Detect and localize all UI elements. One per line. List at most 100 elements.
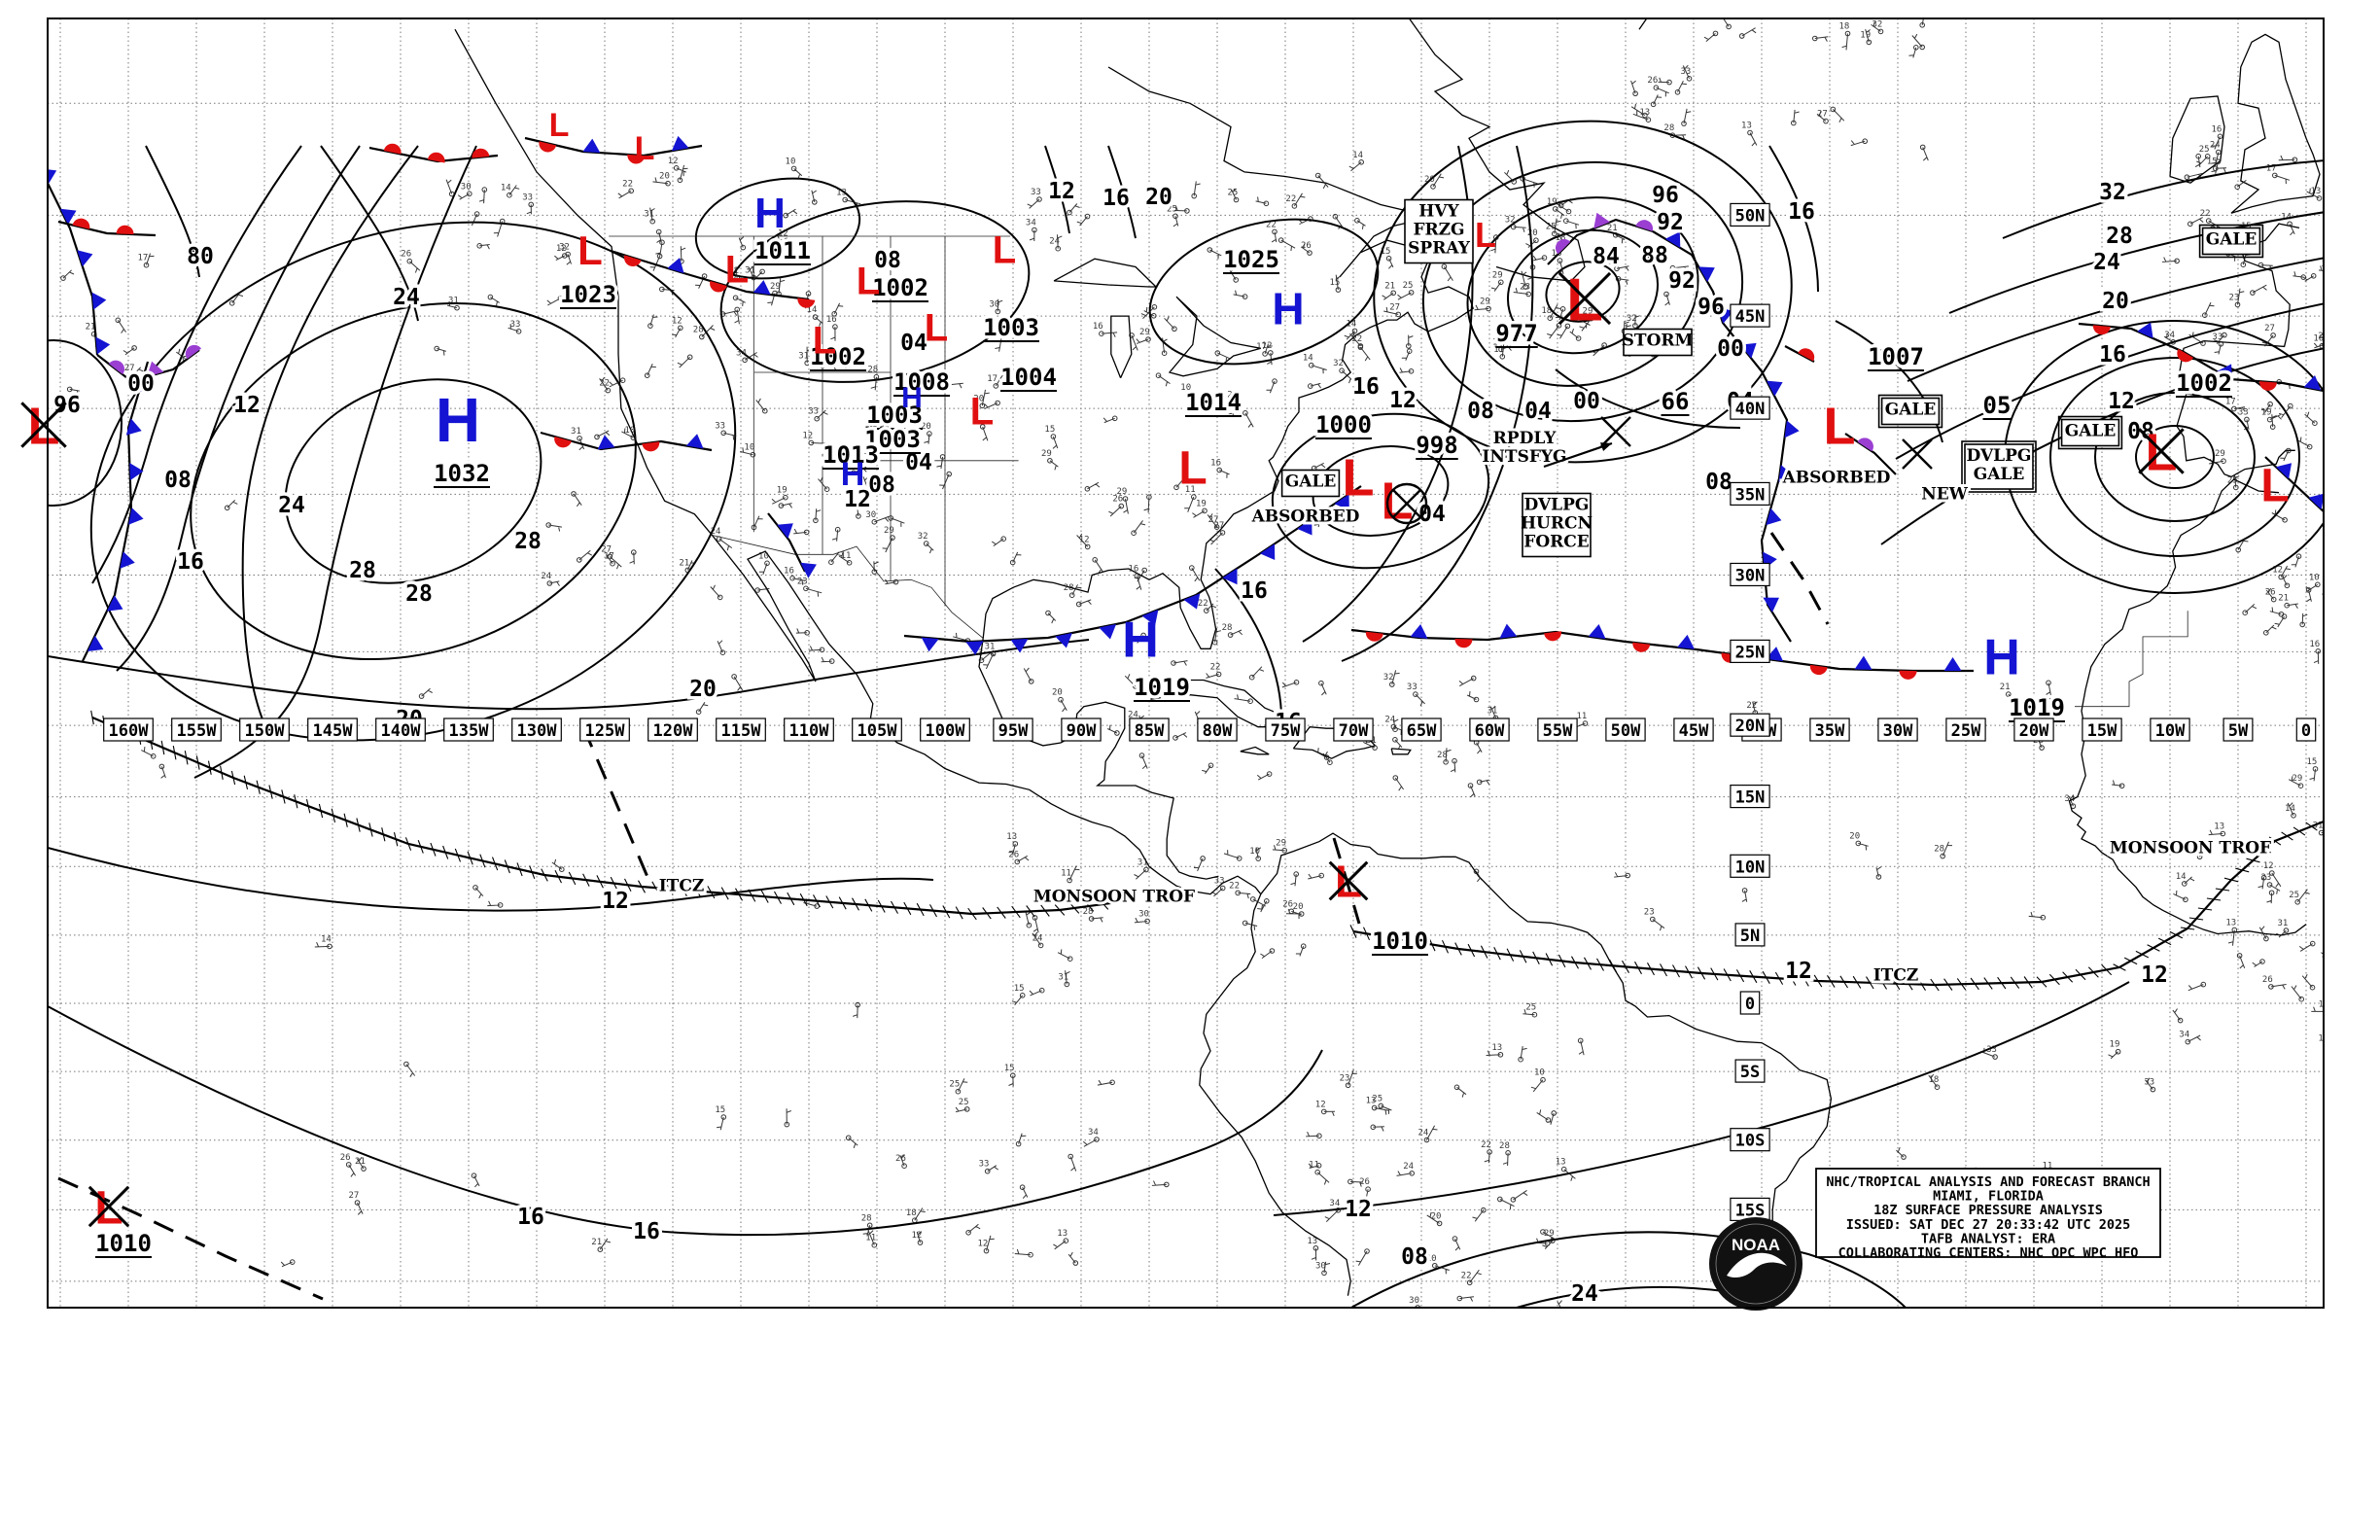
isobar-path: [1044, 145, 1070, 234]
annotation-text: ABSORBED: [1782, 469, 1891, 488]
station-value: 16: [2313, 334, 2324, 344]
station-value: 17: [604, 552, 614, 562]
coastline: [1390, 748, 1412, 755]
station-value: 22: [1351, 334, 1362, 344]
isobar-label: 24: [393, 285, 420, 310]
station-value: 28: [2325, 827, 2335, 837]
longitude-label-box: [1265, 718, 1306, 742]
station-value: 15: [1044, 425, 1055, 435]
low-center-symbol: L: [549, 107, 570, 144]
noaa-seagull-icon: [1727, 1252, 1787, 1278]
warm-front-semicircle: [383, 143, 402, 155]
isobar-label: 08: [1467, 399, 1494, 424]
station-value: 31: [1487, 706, 1497, 716]
cold-front-triangle: [1099, 623, 1117, 640]
warm-front: [57, 218, 157, 237]
annotation-box: [1623, 328, 1693, 357]
cold-front-triangle: [120, 551, 135, 569]
isobar-label: 16: [1241, 578, 1268, 604]
station-value: 16: [826, 315, 837, 325]
itcz-hatching: [1349, 925, 2184, 992]
station-value: 30: [1138, 909, 1149, 919]
isobar-path: [2002, 159, 2324, 239]
station-value: 25: [949, 1080, 960, 1090]
station-value: 16: [1210, 459, 1221, 469]
isobar-label: 16: [633, 1219, 660, 1244]
cold-front-triangle: [2308, 493, 2324, 509]
station-value: 30: [461, 182, 472, 192]
low-center-symbol: L: [2260, 460, 2289, 511]
longitude-label: 120W: [653, 721, 694, 741]
info-box-line: NHC/TROPICAL ANALYSIS AND FORECAST BRANC…: [1826, 1174, 2150, 1190]
warm-front-semicircle: [2092, 325, 2111, 335]
front-semicircle: [185, 344, 202, 360]
longitude-label-box: [1129, 718, 1170, 742]
station-plot-glyphs: [406, 179, 572, 356]
cold-front-triangle: [95, 336, 111, 355]
station-value: 30: [2325, 334, 2335, 344]
annotation-box: [1522, 492, 1592, 558]
station-value: 32: [559, 243, 570, 253]
pressure-value: 1019: [2009, 694, 2065, 721]
station-value: 34: [814, 355, 824, 365]
longitude-label: 0: [2301, 721, 2311, 741]
station-value: 22: [1746, 701, 1757, 711]
cold-front-triangle: [1778, 465, 1794, 482]
warm-front-semicircle: [116, 225, 134, 235]
isobar-label: 16: [1102, 186, 1130, 211]
low-center-symbol: L: [1178, 442, 1207, 494]
isobar-label: 08: [868, 472, 895, 498]
station-value: 19: [2328, 526, 2338, 536]
graticule-labels: 160W 155W 150W 145W 140W 135W 130W 125W 120W 115W…: [103, 202, 2317, 1222]
station-value: 13: [1307, 1237, 1317, 1246]
dissipating-x-mark: [1328, 860, 1369, 901]
cold-front-triangle: [1183, 593, 1201, 610]
longitude-label-box: [443, 718, 494, 742]
isobar-label: 88: [1641, 243, 1668, 268]
coastline: [2169, 95, 2225, 184]
pressure-value: 977: [1495, 320, 1537, 347]
pressure-value: 1002: [810, 343, 866, 370]
station-value: 15: [1381, 247, 1391, 257]
station-value: 12: [1079, 535, 1090, 544]
station-value: 10: [624, 426, 635, 436]
isobar-label: 28: [349, 558, 376, 583]
station-value: 14: [1352, 151, 1363, 160]
cold-front-triangle: [777, 523, 793, 539]
low-center-symbol: L: [970, 390, 994, 433]
front-line: [2078, 322, 2324, 393]
cold-front-triangle: [582, 138, 601, 154]
isobar-label: 12: [2141, 962, 2168, 988]
station-value: 27: [1389, 302, 1400, 312]
station-value: 24: [1384, 716, 1395, 725]
station-value: 28: [1437, 751, 1448, 760]
station-value: 31: [448, 297, 459, 306]
pressure-value: 1025: [1223, 246, 1279, 273]
station-value: 20: [659, 172, 670, 182]
station-value: 31: [571, 427, 581, 437]
isobar-label: 84: [1592, 244, 1620, 269]
station-value: 12: [977, 1240, 988, 1249]
station-value: 13: [1491, 1043, 1502, 1053]
isobar-label: 16: [177, 549, 204, 575]
station-value: 14: [501, 184, 511, 193]
itcz-hatching: [2180, 822, 2318, 930]
pressure-value: 05: [1983, 392, 2012, 419]
station-value: 20: [1293, 902, 1304, 912]
station-value: 23: [797, 577, 808, 586]
longitude-label-box: [1401, 718, 1442, 742]
annotation-text: DVLPG: [1524, 496, 1590, 515]
isobar-label: 92: [1668, 268, 1696, 294]
itcz-axis: [2187, 820, 2324, 929]
station-plot-glyphs: [545, 352, 758, 601]
longitude-label: 10W: [2155, 721, 2186, 741]
station-value: 12: [672, 316, 682, 326]
station-value: 28: [867, 366, 878, 375]
warm-front-semicircle: [427, 152, 445, 163]
station-value: 20: [973, 394, 984, 403]
map-content: 13 12 10 22 12 28 16 31 11 31 14 12 20 29 27 22 10 34 33 31…: [48, 18, 2338, 1308]
station-value: 15: [715, 1105, 725, 1115]
annotation-box-outer: [1877, 394, 1943, 429]
station-value: 33: [1608, 257, 1619, 266]
station-plot-glyphs: [1521, 218, 1689, 358]
